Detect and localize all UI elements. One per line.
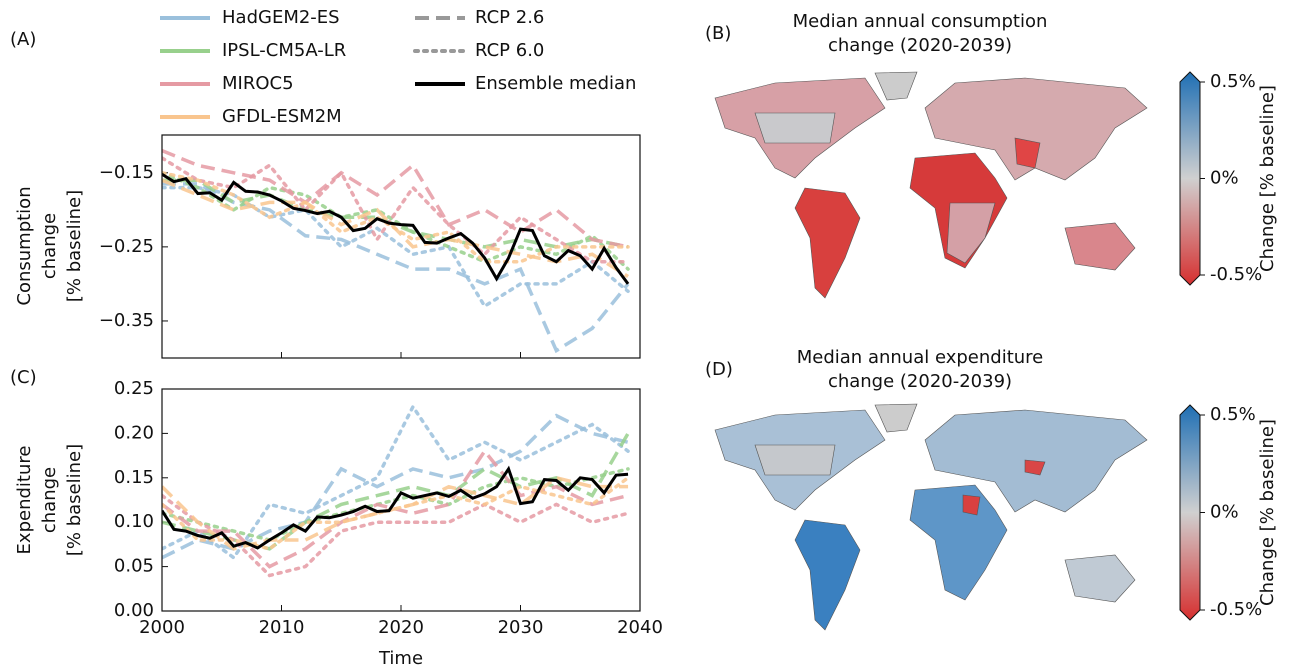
legend-label: RCP 6.0 xyxy=(475,40,544,61)
colorbar-tick-label: 0% xyxy=(1210,502,1239,523)
colorbar-label: Change [% baseline] xyxy=(1257,419,1278,606)
y-axis-label: Expenditure xyxy=(14,446,35,555)
panel-label: (A) xyxy=(10,29,36,50)
plot-frame xyxy=(161,134,641,359)
legend-label: GFDL-ESM2M xyxy=(222,106,342,127)
model-line xyxy=(162,476,630,551)
map-expenditure xyxy=(714,403,1148,631)
model-line xyxy=(162,413,629,560)
map-title: Median annual expenditure xyxy=(797,347,1044,368)
y-tick-label: 0.15 xyxy=(114,467,154,488)
model-line xyxy=(162,171,630,264)
y-axis-label: [% baseline] xyxy=(64,190,85,302)
median-line xyxy=(162,465,629,550)
x-tick-label: 2030 xyxy=(498,617,544,638)
model-line xyxy=(162,475,629,551)
model-line xyxy=(162,178,629,249)
y-axis-label: [% baseline] xyxy=(64,444,85,556)
colorbar-tick-label: -0.5% xyxy=(1210,599,1262,620)
x-tick-label: 2040 xyxy=(617,617,663,638)
colorbar xyxy=(1179,71,1201,286)
colorbar-tick-label: 0% xyxy=(1210,168,1239,189)
plot-frame xyxy=(161,388,641,612)
y-tick-label: 0.00 xyxy=(114,600,154,621)
y-tick-label: 0.10 xyxy=(114,511,154,532)
y-axis-label: change xyxy=(39,213,60,279)
colorbar-tick-label: 0.5% xyxy=(1210,71,1256,92)
colorbar xyxy=(1179,404,1201,621)
panel-label: (D) xyxy=(705,359,733,380)
x-tick-label: 2020 xyxy=(378,617,424,638)
y-axis-label: Consumption xyxy=(14,186,35,305)
y-tick-label: −0.35 xyxy=(99,310,154,331)
x-axis-label: Time xyxy=(378,648,423,669)
legend-label: Ensemble median xyxy=(475,73,636,94)
colorbar-tick-label: -0.5% xyxy=(1210,264,1262,285)
model-line xyxy=(162,403,630,561)
map-title: change (2020-2039) xyxy=(828,371,1012,392)
map-consumption xyxy=(714,71,1148,299)
model-line xyxy=(162,148,629,249)
legend-label: HadGEM2-ES xyxy=(222,7,340,28)
legend-label: MIROC5 xyxy=(222,73,294,94)
y-tick-label: 0.20 xyxy=(114,422,154,443)
model-line xyxy=(162,171,630,271)
y-axis-label: change xyxy=(39,467,60,533)
x-tick-label: 2000 xyxy=(139,617,185,638)
legend-label: RCP 2.6 xyxy=(475,7,544,28)
legend-label: IPSL-CM5A-LR xyxy=(222,40,346,61)
colorbar-tick-label: 0.5% xyxy=(1210,404,1256,425)
y-tick-label: −0.15 xyxy=(99,162,154,183)
panel-label: (C) xyxy=(10,367,37,388)
colorbar-label: Change [% baseline] xyxy=(1257,85,1278,272)
y-tick-label: −0.25 xyxy=(99,236,154,257)
x-tick-label: 2010 xyxy=(259,617,305,638)
map-title: Median annual consumption xyxy=(793,11,1048,32)
model-line xyxy=(162,156,630,264)
median-line xyxy=(162,172,630,285)
y-tick-label: 0.25 xyxy=(114,378,154,399)
panel-label: (B) xyxy=(705,23,731,44)
y-tick-label: 0.05 xyxy=(114,556,154,577)
map-title: change (2020-2039) xyxy=(828,35,1012,56)
